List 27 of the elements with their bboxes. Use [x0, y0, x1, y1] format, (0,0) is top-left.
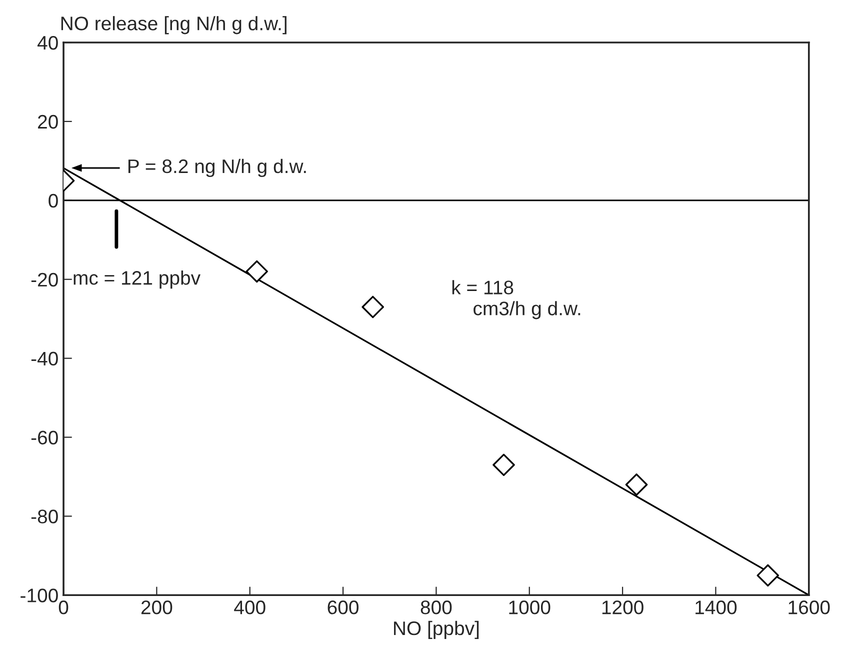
y-axis-title: NO release [ng N/h g d.w.]: [61, 16, 286, 34]
point: [625, 473, 648, 496]
x-axis-title: NO [ppbv]: [394, 620, 479, 640]
annotation: P = 8.2 ng N/h g d.w.: [128, 158, 306, 178]
x-tick-label: 1400: [696, 600, 737, 614]
y-tick-label: -100: [20, 588, 58, 602]
x-tick-label: 1600: [788, 600, 830, 614]
point: [246, 260, 268, 283]
point: [362, 296, 384, 318]
y-tick-label: 20: [38, 114, 58, 129]
y-tick-label: -80: [31, 510, 58, 524]
y-tick-label: -40: [31, 352, 58, 366]
x-tick-label: 200: [141, 600, 172, 614]
x-tick-label: 800: [420, 600, 452, 614]
annotation: k = 118 cm3/h g d.w.: [452, 280, 580, 320]
point: [492, 454, 515, 476]
y-tick-label: 40: [37, 36, 58, 50]
x-tick-label: 1200: [602, 600, 644, 614]
annotation: mc = 121 ppbv: [74, 270, 200, 289]
x-tick-label: 1000: [509, 600, 550, 614]
x-tick-label: 600: [328, 600, 358, 614]
x-tick-label: 400: [234, 600, 266, 614]
y-tick-label: 0: [48, 194, 58, 208]
y-tick-label: -60: [31, 430, 58, 444]
y-tick-label: -20: [31, 272, 58, 287]
point: [756, 564, 780, 587]
x-tick-label: 0: [58, 600, 68, 614]
